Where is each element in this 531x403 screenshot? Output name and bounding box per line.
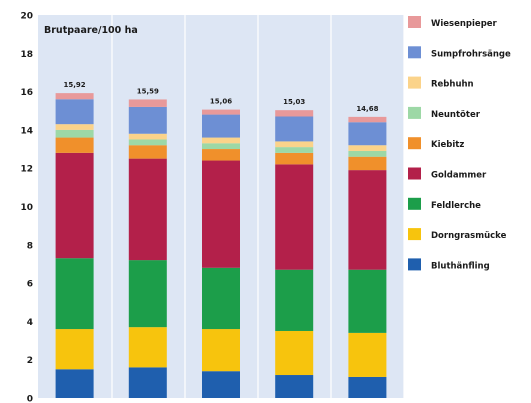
legend-swatch [408, 258, 421, 271]
bar-segment [128, 133, 167, 140]
bar-segment [128, 106, 167, 134]
bar-segment [202, 160, 240, 268]
bar-segment [275, 141, 314, 148]
total-labels: 15,92 15,59 15,06 15,03 14,68 [64, 81, 379, 113]
legend-label: Feldlerche [431, 201, 481, 211]
bar-segment [128, 367, 167, 398]
y-tick-label: 2 [27, 356, 33, 366]
bar-segment [275, 269, 314, 331]
bar-segment [348, 150, 387, 157]
bar-segment [275, 110, 314, 117]
bar-segment [55, 124, 94, 130]
bar-segment [348, 116, 387, 123]
legend-label: Bluthänfling [431, 261, 490, 271]
bar-segment [55, 369, 94, 398]
bar-segment [275, 152, 314, 165]
bar-total-label: 15,92 [64, 81, 86, 89]
column-dividers [111, 15, 405, 398]
bar-segment [202, 109, 240, 115]
bar-total-label: 15,06 [210, 98, 232, 106]
bar-segment [128, 99, 167, 107]
legend-label: Wiesenpieper [431, 19, 498, 29]
bar-total-label: 14,68 [356, 105, 378, 113]
y-tick-label: 10 [20, 203, 33, 213]
bar-segment [202, 137, 240, 144]
y-axis-ticks: 0 2 4 6 8 10 12 14 16 18 20 [20, 12, 33, 403]
bars-group [55, 93, 387, 398]
bar-segment [55, 93, 94, 100]
bar-total-label: 15,59 [137, 87, 159, 95]
legend-label: Goldammer [431, 171, 487, 181]
bar-segment [348, 332, 387, 377]
legend-swatch [408, 46, 421, 59]
bar-segment [348, 156, 387, 171]
bar-segment [55, 329, 94, 370]
bar-segment [275, 147, 314, 153]
bar-segment [348, 145, 387, 151]
y-tick-label: 16 [20, 88, 33, 98]
bar-segment [55, 152, 94, 259]
y-tick-label: 20 [20, 12, 33, 22]
bar-segment [348, 376, 387, 398]
legend-label: Neuntöter [431, 110, 481, 120]
bar-segment [55, 99, 94, 125]
bar-segment [202, 149, 240, 161]
bar-segment [275, 375, 314, 398]
legend-label: Dorngrasmücke [431, 231, 507, 241]
y-tick-label: 12 [20, 165, 33, 175]
bar-segment [348, 269, 387, 333]
bar-segment [128, 158, 167, 261]
y-tick-label: 14 [20, 126, 33, 136]
y-tick-label: 18 [20, 50, 33, 60]
bar-segment [128, 260, 167, 328]
bar-segment [275, 116, 314, 142]
bar-segment [55, 137, 94, 153]
legend-swatch [408, 167, 421, 180]
legend-label: Kiebitz [431, 140, 464, 150]
bar-segment [128, 139, 167, 146]
bar-segment [202, 114, 240, 138]
bar-segment [55, 258, 94, 330]
bar-segment [275, 330, 314, 376]
y-tick-label: 6 [27, 280, 33, 290]
legend-swatch [408, 106, 421, 119]
bar-segment [202, 143, 240, 150]
bar-segment [348, 122, 387, 146]
legend-swatch [408, 16, 421, 28]
legend: Wiesenpieper Sumpfrohrsänge Rebhuhn Neuntöt… [408, 16, 511, 271]
bar-segment [55, 129, 94, 138]
bar-segment [348, 170, 387, 270]
bar-total-label: 15,03 [283, 98, 305, 106]
bar-segment [128, 145, 167, 159]
bar-segment [202, 371, 240, 398]
bar-segment [128, 327, 167, 368]
bar-segment [202, 329, 240, 372]
bar-segment [202, 267, 240, 330]
y-axis-label: Brutpaare/100 ha [44, 25, 138, 36]
bar-segment [275, 164, 314, 270]
legend-swatch [408, 76, 421, 89]
y-tick-label: 4 [27, 318, 33, 328]
y-tick-label: 8 [27, 241, 33, 251]
legend-label: Sumpfrohrsänge [431, 49, 511, 59]
y-tick-label: 0 [27, 395, 33, 403]
legend-swatch [408, 137, 421, 150]
legend-label: Rebhuhn [431, 80, 474, 90]
legend-swatch [408, 197, 421, 210]
legend-swatch [408, 228, 421, 241]
